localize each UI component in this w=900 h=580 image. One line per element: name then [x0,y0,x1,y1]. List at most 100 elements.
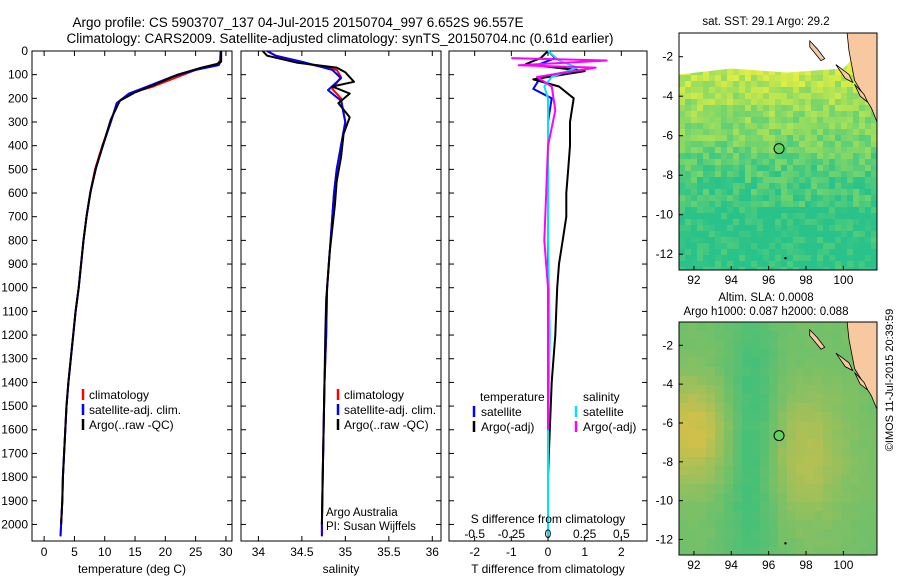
map-y-tick-label: -10 [656,494,674,508]
y-tick-label: 1500 [1,399,28,413]
x-tick-label: 36 [426,545,440,559]
legend-label: satellite-adj. clim. [344,403,436,417]
y-tick-label: 300 [8,115,28,129]
x-tick-label: 34 [252,545,266,559]
x-tick-label: 0 [41,545,48,559]
sla-map-title-1: Altim. SLA: 0.0008 [718,292,813,304]
map-y-tick-label: -10 [656,208,674,222]
y-tick-label: 1200 [1,328,28,342]
map-x-tick-label: 94 [725,273,739,287]
legend-label: satellite [481,405,522,419]
x-tick-label: 0 [545,545,552,559]
map-y-tick-label: -8 [662,168,673,182]
series-line-t-argo-adj- [525,50,586,525]
annotation-institution: Argo Australia [326,507,398,519]
s-tick-label: 0 [545,527,552,541]
map-x-tick-label: 94 [725,558,739,572]
float-position-marker [773,143,785,155]
map-frame [678,321,878,556]
y-tick-label: 1700 [1,446,28,460]
x-tick-label: 5 [71,545,78,559]
legend-label: Argo(-adj) [583,420,636,434]
float-position-marker [773,430,785,442]
map-x-tick-label: 96 [762,558,776,572]
series-line-argo-raw-qc- [60,51,223,525]
header-line-1: Argo profile: CS 5903707_137 04-Jul-2015… [72,15,523,30]
map-frame [678,32,878,271]
map-x-tick-label: 96 [762,273,776,287]
map-x-tick-label: 100 [833,558,853,572]
cloud-mask [679,33,877,75]
x-tick-label: 34.5 [290,545,314,559]
s-tick-label: 0.5 [613,527,630,541]
sla-map-title-2: Argo h1000: 0.087 h2000: 0.088 [684,306,849,318]
land-christmas-island [784,542,787,545]
land-christmas-island [784,256,787,260]
map-x-tick-label: 92 [687,273,701,287]
map-field [679,322,877,555]
x-axis-label: T difference from climatology [471,562,625,576]
panel-1: 0 5 10 15 20 25 300100200300400500600700800900… [1,44,233,576]
series-line-s-argo-adj- [511,57,608,430]
y-tick-label: 1100 [2,304,28,318]
land-island [854,372,869,391]
profile-panels: 0 5 10 15 20 25 300100200300400500600700800900… [1,44,648,576]
map-panels: 92 94 96 98 100 -2 -4 -6 -8 -10 -12 92 94 96 98 100 -2 -4… [656,32,878,572]
header-line-2: Climatology: CARS2009. Satellite-adjuste… [66,31,613,46]
legend-label: Argo(..raw -QC) [344,418,429,432]
legend-label: climatology [89,388,149,402]
land-island [835,64,854,84]
x-tick-label: 15 [128,545,142,559]
x-tick-label: -1 [506,545,517,559]
series-line-argo-raw-qc- [261,50,355,525]
s-tick-label: -0.5 [464,527,485,541]
legend-title-temperature: temperature [480,390,545,404]
map-y-tick-label: -8 [662,455,673,469]
map-y-tick-label: -2 [662,338,673,352]
sla-map: 92 94 96 98 100 -2 -4 -6 -8 -10 -12 [656,321,878,572]
legend-label: Argo(..raw -QC) [89,418,174,432]
x-axis-label: temperature (deg C) [78,562,186,576]
legend-label: satellite [583,405,624,419]
legend-label: satellite-adj. clim. [89,403,181,417]
sst-map: 92 94 96 98 100 -2 -4 -6 -8 -10 -12 [656,32,878,287]
x-tick-label: 25 [189,545,203,559]
plot-frame [240,50,442,542]
y-tick-label: 500 [8,162,28,176]
s-tick-label: -0.25 [498,527,526,541]
x-tick-label: 35.5 [377,545,401,559]
land-island [809,39,826,62]
y-tick-label: 700 [8,210,28,224]
panel-2: 34 34.5 35 35.5 36 salinity climatologysatelli… [240,50,442,576]
y-tick-label: 1600 [1,423,28,437]
panel-3: -2 -1 0 1 2 T difference from climatology temp… [448,50,648,576]
map-x-tick-label: 92 [687,558,701,572]
map-y-tick-label: -2 [662,50,673,64]
y-tick-label: 600 [8,186,28,200]
y-tick-label: 1000 [1,281,28,295]
map-x-tick-label: 100 [833,273,853,287]
y-tick-label: 900 [8,257,28,271]
land-island [835,352,854,372]
sst-map-title: sat. SST: 29.1 Argo: 29.2 [702,16,829,28]
map-x-tick-label: 98 [799,558,813,572]
legend-label: climatology [344,388,404,402]
map-y-tick-label: -12 [656,532,674,546]
x-tick-label: 30 [219,545,233,559]
x-axis-label: salinity [323,562,360,576]
map-y-tick-label: -4 [662,377,673,391]
map-y-tick-label: -12 [656,247,674,261]
x-tick-label: 1 [581,545,588,559]
map-y-tick-label: -4 [662,89,673,103]
y-tick-label: 1300 [1,352,28,366]
legend-label: Argo(-adj) [481,420,534,434]
y-tick-label: 100 [8,68,28,82]
legend-title-salinity: salinity [583,390,620,404]
x-tick-label: 20 [159,545,173,559]
y-tick-label: 200 [8,91,28,105]
side-timestamp: ©IMOS 11-Jul-2015 20:39:59 [884,309,896,451]
y-tick-label: 800 [8,233,28,247]
map-x-tick-label: 98 [799,273,813,287]
y-tick-label: 0 [21,44,28,58]
x-tick-label: -2 [469,545,480,559]
